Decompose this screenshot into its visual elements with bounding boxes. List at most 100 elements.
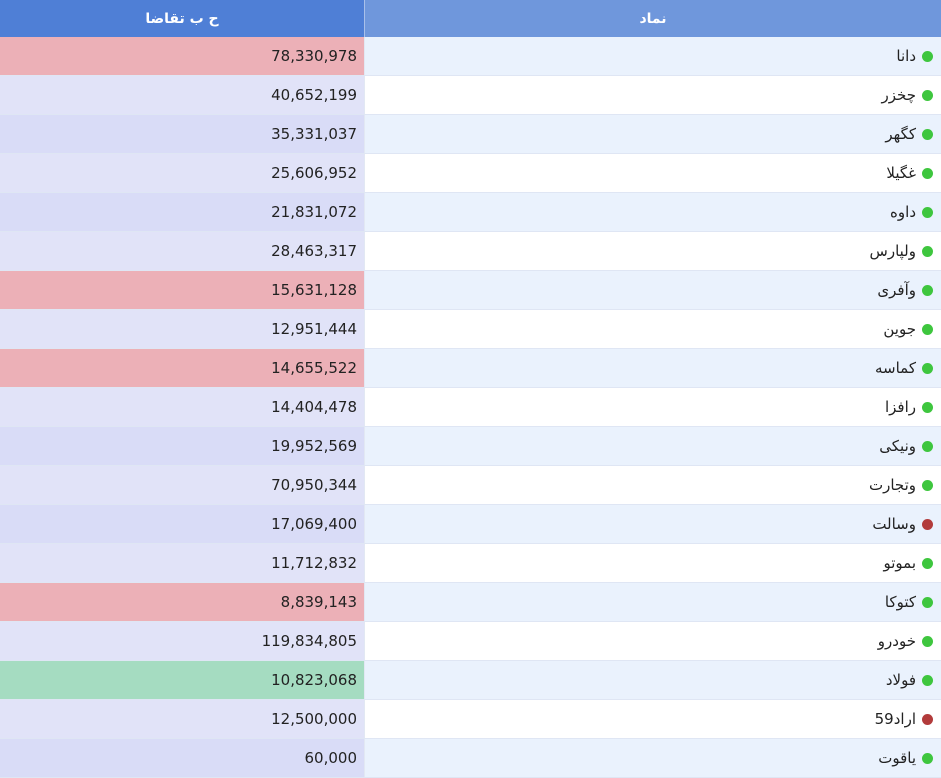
symbol-cell[interactable]: وسالت	[364, 505, 941, 543]
status-dot-icon	[922, 635, 933, 647]
status-dot-icon	[922, 557, 933, 569]
demand-value: 35,331,037	[0, 115, 364, 153]
status-dot-icon	[922, 518, 933, 530]
status-dot-icon	[922, 323, 933, 335]
demand-value: 78,330,978	[0, 37, 364, 75]
demand-value: 10,823,068	[0, 661, 364, 699]
table-row[interactable]: 8,839,143 کتوکا	[0, 583, 941, 622]
symbol-cell[interactable]: وآفری	[364, 271, 941, 309]
symbol-name[interactable]: ولپارس	[869, 242, 916, 260]
symbol-name[interactable]: غگیلا	[886, 164, 916, 182]
table-header: ح ب تقاضا نماد	[0, 0, 941, 37]
column-header-symbol[interactable]: نماد	[364, 0, 941, 37]
status-dot-icon	[922, 401, 933, 413]
demand-value: 25,606,952	[0, 154, 364, 192]
symbol-cell[interactable]: داوه	[364, 193, 941, 231]
table-row[interactable]: 78,330,978 دانا	[0, 37, 941, 76]
table-row[interactable]: 10,823,068 فولاد	[0, 661, 941, 700]
table-row[interactable]: 28,463,317 ولپارس	[0, 232, 941, 271]
symbol-cell[interactable]: وتجارت	[364, 466, 941, 504]
status-dot-icon	[922, 596, 933, 608]
symbol-cell[interactable]: دانا	[364, 37, 941, 75]
symbol-name[interactable]: کتوکا	[884, 593, 916, 611]
table-row[interactable]: 35,331,037 کگهر	[0, 115, 941, 154]
demand-value: 60,000	[0, 739, 364, 777]
symbol-name[interactable]: کگهر	[885, 125, 916, 143]
symbol-cell[interactable]: اراد59	[364, 700, 941, 738]
symbol-name[interactable]: وسالت	[872, 515, 916, 533]
table-row[interactable]: 70,950,344 وتجارت	[0, 466, 941, 505]
status-dot-icon	[922, 440, 933, 452]
table-row[interactable]: 60,000 یاقوت	[0, 739, 941, 778]
symbol-cell[interactable]: کماسه	[364, 349, 941, 387]
symbol-name[interactable]: بموتو	[883, 554, 916, 572]
demand-value: 12,951,444	[0, 310, 364, 348]
status-dot-icon	[922, 674, 933, 686]
status-dot-icon	[922, 167, 933, 179]
symbol-name[interactable]: دانا	[896, 47, 916, 65]
status-dot-icon	[922, 479, 933, 491]
table-row[interactable]: 14,404,478 رافزا	[0, 388, 941, 427]
demand-value: 12,500,000	[0, 700, 364, 738]
status-dot-icon	[922, 245, 933, 257]
demand-value: 14,404,478	[0, 388, 364, 426]
column-header-demand[interactable]: ح ب تقاضا	[0, 0, 364, 37]
demand-value: 17,069,400	[0, 505, 364, 543]
symbol-cell[interactable]: چخزر	[364, 76, 941, 114]
table-row[interactable]: 17,069,400 وسالت	[0, 505, 941, 544]
status-dot-icon	[922, 752, 933, 764]
symbol-name[interactable]: اراد59	[874, 710, 916, 728]
demand-value: 28,463,317	[0, 232, 364, 270]
demand-value: 8,839,143	[0, 583, 364, 621]
symbol-cell[interactable]: جوین	[364, 310, 941, 348]
symbol-cell[interactable]: رافزا	[364, 388, 941, 426]
symbol-cell[interactable]: ونیکی	[364, 427, 941, 465]
symbol-name[interactable]: رافزا	[884, 398, 916, 416]
demand-value: 40,652,199	[0, 76, 364, 114]
status-dot-icon	[922, 128, 933, 140]
symbol-cell[interactable]: کتوکا	[364, 583, 941, 621]
symbol-name[interactable]: خودرو	[877, 632, 916, 650]
symbol-name[interactable]: یاقوت	[878, 749, 916, 767]
status-dot-icon	[922, 89, 933, 101]
symbol-name[interactable]: کماسه	[875, 359, 916, 377]
symbol-cell[interactable]: غگیلا	[364, 154, 941, 192]
symbol-cell[interactable]: ولپارس	[364, 232, 941, 270]
symbol-name[interactable]: جوین	[883, 320, 916, 338]
symbol-name[interactable]: فولاد	[885, 671, 916, 689]
symbol-name[interactable]: چخزر	[881, 86, 916, 104]
symbol-cell[interactable]: یاقوت	[364, 739, 941, 777]
symbol-name[interactable]: وآفری	[877, 281, 916, 299]
table-row[interactable]: 21,831,072 داوه	[0, 193, 941, 232]
status-dot-icon	[922, 50, 933, 62]
symbol-name[interactable]: وتجارت	[868, 476, 916, 494]
demand-value: 14,655,522	[0, 349, 364, 387]
demand-value: 21,831,072	[0, 193, 364, 231]
table-row[interactable]: 19,952,569 ونیکی	[0, 427, 941, 466]
symbol-cell[interactable]: خودرو	[364, 622, 941, 660]
demand-value: 11,712,832	[0, 544, 364, 582]
symbol-cell[interactable]: فولاد	[364, 661, 941, 699]
symbol-cell[interactable]: کگهر	[364, 115, 941, 153]
table-row[interactable]: 11,712,832 بموتو	[0, 544, 941, 583]
table-row[interactable]: 25,606,952 غگیلا	[0, 154, 941, 193]
status-dot-icon	[922, 713, 933, 725]
table-row[interactable]: 12,951,444 جوین	[0, 310, 941, 349]
status-dot-icon	[922, 362, 933, 374]
symbol-name[interactable]: ونیکی	[879, 437, 916, 455]
demand-value: 15,631,128	[0, 271, 364, 309]
demand-value: 70,950,344	[0, 466, 364, 504]
table-row[interactable]: 40,652,199 چخزر	[0, 76, 941, 115]
demand-value: 119,834,805	[0, 622, 364, 660]
demand-value: 19,952,569	[0, 427, 364, 465]
table-row[interactable]: 14,655,522 کماسه	[0, 349, 941, 388]
table-row[interactable]: 15,631,128 وآفری	[0, 271, 941, 310]
symbol-name[interactable]: داوه	[890, 203, 916, 221]
table-row[interactable]: 12,500,000 اراد59	[0, 700, 941, 739]
symbol-cell[interactable]: بموتو	[364, 544, 941, 582]
status-dot-icon	[922, 206, 933, 218]
table-body: 78,330,978 دانا 40,652,199 چخزر 35,331,037 کگ…	[0, 37, 941, 778]
status-dot-icon	[922, 284, 933, 296]
table-row[interactable]: 119,834,805 خودرو	[0, 622, 941, 661]
